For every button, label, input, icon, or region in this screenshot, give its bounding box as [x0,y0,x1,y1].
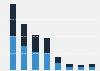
Bar [55,63,61,70]
Bar [10,36,16,70]
Bar [55,57,61,63]
Bar [44,53,50,70]
Bar [21,24,27,46]
Bar [66,67,73,70]
Bar [44,38,50,53]
Bar [32,52,39,70]
Bar [89,64,95,67]
Bar [21,46,27,70]
Bar [89,67,95,70]
Bar [78,67,84,70]
Bar [32,35,39,52]
Bar [10,4,16,36]
Bar [78,65,84,67]
Bar [66,64,73,67]
